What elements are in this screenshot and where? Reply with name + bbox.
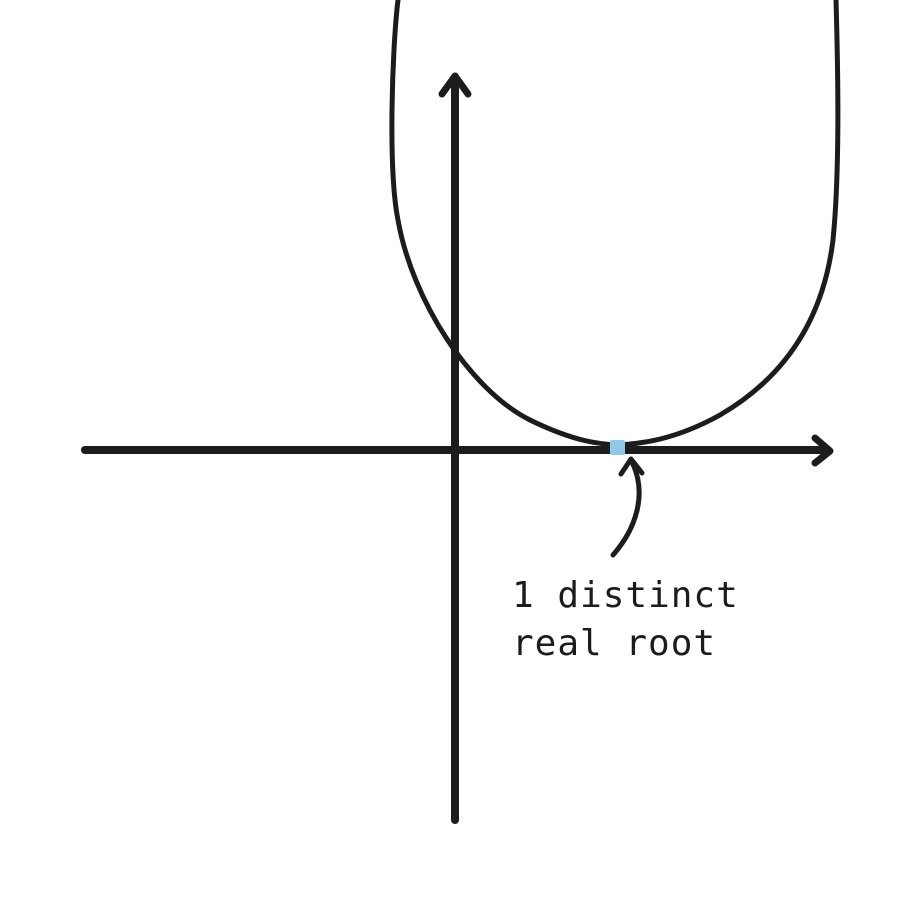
annotation-line-2: real root xyxy=(512,623,717,664)
annotation-arrowhead xyxy=(618,456,645,477)
annotation-arrow xyxy=(610,459,642,558)
y-axis-arrowhead xyxy=(438,72,472,98)
x-axis-arrowhead xyxy=(811,434,834,467)
annotation-line-1: 1 distinct xyxy=(512,575,739,616)
root-annotation: 1 distinct real root xyxy=(512,572,752,668)
root-point-marker xyxy=(610,440,625,455)
